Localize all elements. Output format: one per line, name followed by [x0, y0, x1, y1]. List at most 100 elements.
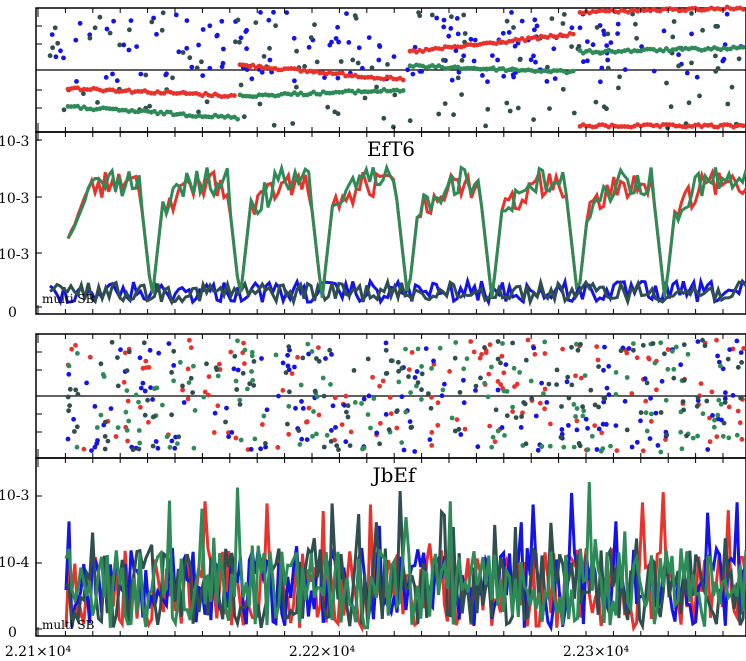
scatter-point	[456, 426, 462, 432]
scatter-point	[580, 404, 585, 410]
scatter-point	[510, 340, 515, 346]
scatter-point	[624, 350, 630, 356]
scatter-point	[260, 422, 265, 427]
scatter-point	[97, 14, 103, 20]
scatter-point	[374, 430, 380, 436]
scatter-point	[592, 402, 598, 408]
scatter-point	[151, 414, 157, 419]
scatter-point	[630, 11, 635, 17]
scatter-point	[489, 444, 495, 450]
scatter-point	[134, 44, 140, 49]
scatter-point	[569, 44, 574, 49]
scatter-point	[714, 337, 719, 343]
scatter-point	[289, 371, 295, 376]
scatter-point	[352, 400, 358, 405]
scatter-point	[429, 366, 434, 371]
axis-ticks	[36, 8, 724, 636]
scatter-point	[515, 105, 521, 111]
scatter-point	[662, 351, 667, 357]
scatter-point	[664, 432, 670, 438]
scatter-point	[344, 409, 349, 415]
scatter-point	[212, 410, 218, 416]
scatter-point	[264, 407, 270, 413]
scatter-point	[605, 31, 611, 37]
scatter-point	[532, 351, 538, 357]
scatter-point	[192, 408, 198, 413]
scatter-point	[548, 421, 553, 427]
scatter-point	[725, 101, 731, 107]
panel-frame	[35, 457, 746, 637]
scatter-point	[206, 392, 211, 398]
scatter-point	[740, 44, 746, 50]
scatter-point	[588, 387, 594, 393]
scatter-point	[305, 341, 311, 347]
scatter-point	[121, 42, 127, 48]
scatter-point	[130, 447, 136, 453]
scatter-point	[407, 419, 413, 424]
scatter-point	[600, 421, 606, 427]
scatter-point	[472, 37, 478, 43]
scatter-point	[247, 381, 253, 387]
scatter-point	[138, 385, 144, 391]
scatter-point	[204, 99, 210, 105]
scatter-point	[521, 400, 527, 405]
scatter-point	[485, 394, 491, 400]
scatter-point	[400, 88, 406, 93]
scatter-point	[523, 441, 529, 447]
scatter-point	[480, 73, 485, 78]
scatter-point	[244, 27, 250, 33]
scatter-point	[681, 378, 687, 383]
scatter-point	[671, 366, 677, 372]
scatter-point	[594, 344, 600, 349]
scatter-point	[694, 403, 700, 409]
scatter-point	[459, 92, 464, 97]
scatter-point	[196, 42, 202, 48]
scatter-point	[280, 388, 286, 393]
scatter-point	[564, 379, 570, 385]
scatter-point	[399, 440, 405, 445]
scatter-point	[585, 425, 590, 431]
scatter-point	[541, 391, 546, 397]
scatter-point	[374, 84, 379, 90]
scatter-point	[498, 360, 503, 366]
scatter-point	[583, 416, 589, 422]
scatter-point	[487, 342, 493, 348]
scatter-point	[365, 356, 371, 362]
scatter-point	[361, 396, 367, 402]
scatter-point	[517, 57, 523, 63]
scatter-point	[147, 103, 153, 109]
scatter-point	[95, 100, 100, 105]
scatter-point	[261, 54, 267, 59]
scatter-point	[228, 349, 234, 355]
scatter-point	[613, 370, 619, 375]
scatter-point	[510, 409, 515, 414]
scatter-point	[724, 11, 730, 17]
scatter-point	[249, 353, 255, 359]
scatter-point	[501, 370, 507, 376]
scatter-point	[700, 27, 705, 33]
scatter-point	[329, 428, 334, 433]
scatter-point	[244, 46, 250, 52]
scatter-point	[224, 405, 229, 411]
scatter-point	[585, 58, 590, 64]
scatter-point	[126, 47, 132, 53]
scatter-point	[671, 375, 677, 381]
scatter-point	[294, 84, 299, 90]
scatter-point	[177, 359, 183, 365]
scatter-point	[105, 438, 111, 444]
scatter-point	[427, 437, 433, 442]
scatter-point	[334, 443, 340, 448]
scatter-point	[596, 404, 601, 410]
scatter-point	[638, 418, 643, 424]
scatter-point	[464, 356, 470, 362]
scatter-point	[643, 398, 649, 404]
scatter-point	[388, 358, 394, 364]
scatter-point	[735, 408, 741, 414]
scatter-point	[519, 414, 524, 419]
scatter-point	[292, 364, 297, 370]
scatter-point	[333, 36, 339, 41]
scatter-point	[519, 18, 525, 24]
scatter-point	[344, 11, 349, 16]
scatter-point	[593, 99, 599, 105]
scatter-point	[176, 434, 182, 440]
